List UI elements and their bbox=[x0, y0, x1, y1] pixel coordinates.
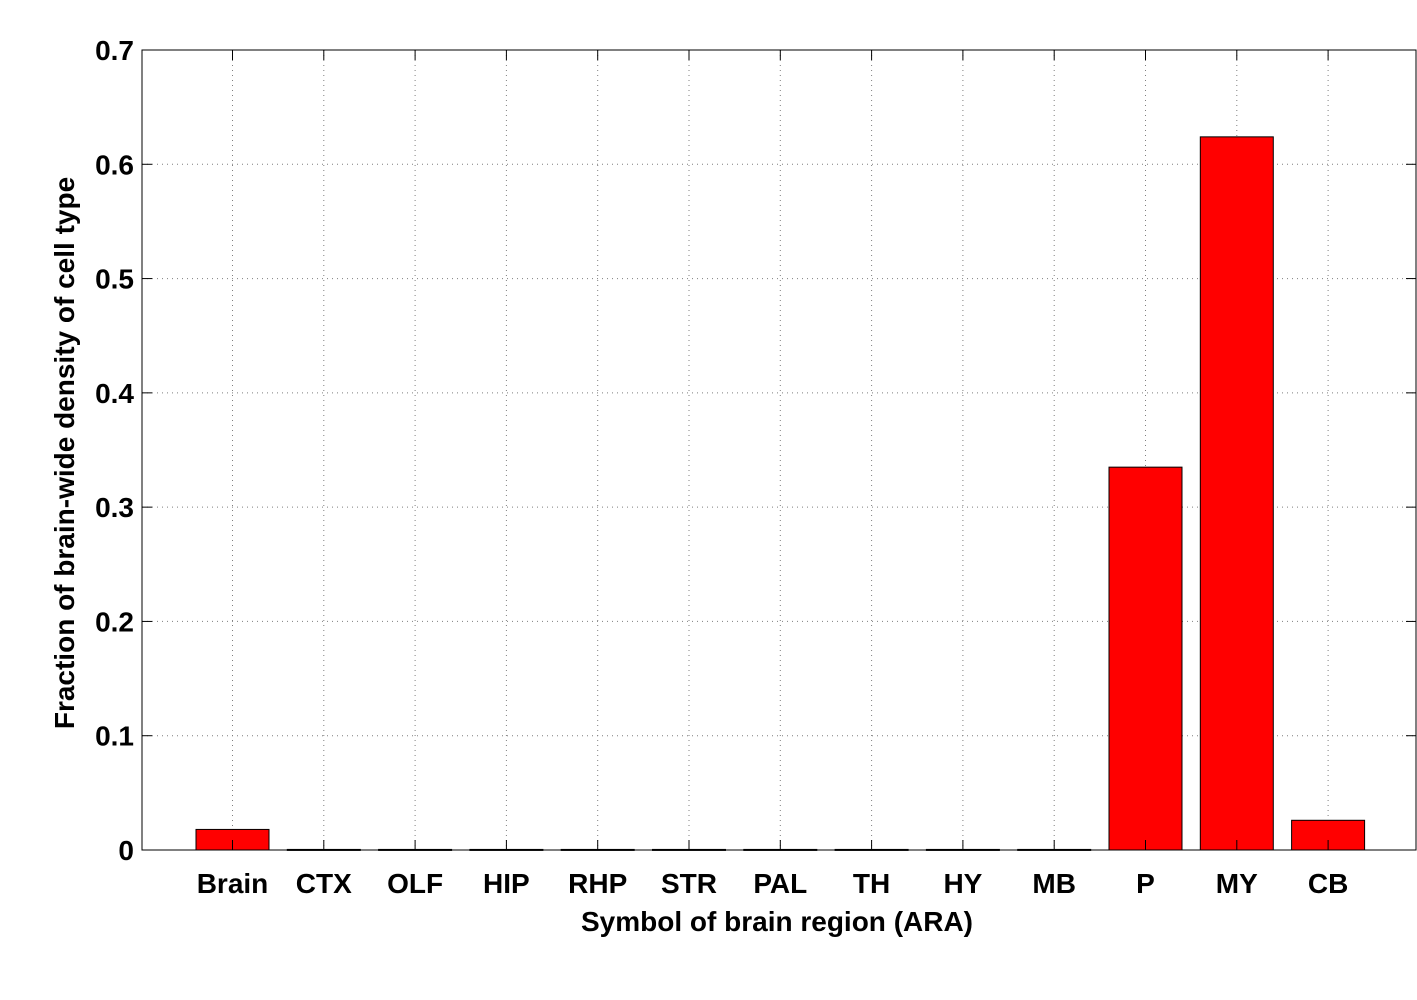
y-tick-label: 0.3 bbox=[95, 492, 134, 523]
x-tick-label: HIP bbox=[483, 868, 530, 899]
x-tick-label: CB bbox=[1308, 868, 1348, 899]
y-axis-title: Fraction of brain-wide density of cell t… bbox=[49, 177, 80, 729]
plot-frame bbox=[141, 49, 1417, 851]
x-tick-label: HY bbox=[943, 868, 982, 899]
x-tick-label: MB bbox=[1032, 868, 1076, 899]
x-axis-ticks: Brain CTX OLF HIP RHP STR PAL TH HY MB P MY CB bbox=[197, 50, 1348, 899]
y-tick-label: 0.4 bbox=[95, 378, 134, 409]
x-tick-label: P bbox=[1136, 868, 1155, 899]
y-tick-label: 0.1 bbox=[95, 721, 134, 752]
x-tick-label: CTX bbox=[296, 868, 352, 899]
x-tick-label: OLF bbox=[387, 868, 443, 899]
bars bbox=[195, 136, 1366, 851]
bar-p bbox=[1108, 466, 1183, 851]
x-tick-label: RHP bbox=[568, 868, 627, 899]
x-tick-label: PAL bbox=[753, 868, 807, 899]
x-tick-label: STR bbox=[661, 868, 717, 899]
y-axis-ticks: 0 0.1 0.2 0.3 0.4 0.5 0.6 0.7 bbox=[95, 35, 1416, 866]
y-tick-label: 0.7 bbox=[95, 35, 134, 66]
y-tick-label: 0.5 bbox=[95, 264, 134, 295]
x-tick-label: Brain bbox=[197, 868, 269, 899]
y-tick-label: 0 bbox=[118, 835, 134, 866]
x-tick-label: TH bbox=[853, 868, 890, 899]
x-tick-label: MY bbox=[1216, 868, 1258, 899]
y-tick-label: 0.2 bbox=[95, 606, 134, 637]
y-tick-label: 0.6 bbox=[95, 149, 134, 180]
axes bbox=[141, 49, 1417, 851]
bar-my bbox=[1199, 136, 1274, 851]
x-axis-title: Symbol of brain region (ARA) bbox=[581, 906, 973, 937]
